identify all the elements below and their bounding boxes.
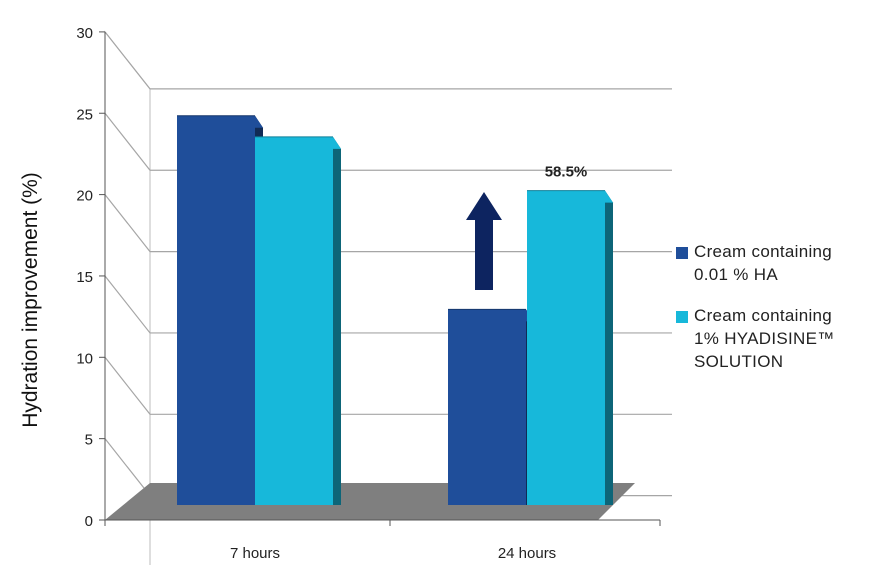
increase-arrow-icon	[466, 192, 502, 290]
y-axis-title: Hydration improvement (%)	[19, 172, 42, 428]
chart-walls	[104, 30, 151, 565]
x-tick-label: 24 hours	[498, 545, 556, 562]
y-tick-label: 5	[85, 432, 93, 449]
y-tick-label: 15	[76, 269, 93, 286]
bar-side	[333, 136, 341, 505]
legend-swatch-ha	[676, 247, 688, 259]
y-tick-label: 20	[76, 188, 93, 205]
annotations: 58.5%	[466, 164, 587, 290]
legend-swatch-hyadisine	[676, 311, 688, 323]
legend-label-hyadisine: Cream containing 1% HYADISINE™ SOLUTION	[694, 306, 835, 371]
y-tick-label: 10	[76, 350, 93, 367]
gridlines	[104, 31, 672, 497]
gridline	[104, 31, 672, 90]
bar-side	[605, 190, 613, 505]
gridline	[104, 112, 672, 171]
gridline	[104, 194, 672, 253]
bar	[527, 190, 605, 505]
x-axis: 7 hours 24 hours	[104, 519, 661, 562]
y-tick-label: 30	[76, 25, 93, 42]
legend-item-ha: Cream containing 0.01 % HA	[676, 240, 876, 286]
y-axis: 0 5 10 15 20 25 30	[76, 25, 106, 530]
legend: Cream containing 0.01 % HA Cream contain…	[676, 240, 876, 391]
x-tick-label: 7 hours	[230, 545, 280, 562]
legend-item-hyadisine: Cream containing 1% HYADISINE™ SOLUTION	[676, 304, 876, 373]
increase-label: 58.5%	[545, 164, 588, 181]
left-wall	[104, 30, 151, 565]
bars	[177, 115, 613, 506]
legend-label-ha: Cream containing 0.01 % HA	[694, 242, 833, 284]
bar	[177, 115, 255, 506]
y-tick-label: 25	[76, 106, 93, 123]
bar	[448, 309, 526, 505]
bar	[255, 136, 333, 505]
y-tick-label: 0	[85, 513, 93, 530]
